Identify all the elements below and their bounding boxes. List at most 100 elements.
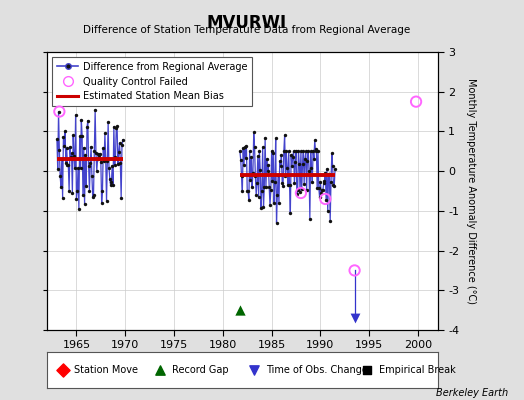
Point: [236, 148, 244, 154]
Point: [102, 156, 110, 162]
Point: [58, 156, 66, 162]
Point: [112, 125, 121, 131]
Point: [66, 144, 74, 150]
Text: Difference of Station Temperature Data from Regional Average: Difference of Station Temperature Data f…: [83, 25, 410, 35]
Point: [271, 179, 279, 186]
Point: [95, 154, 103, 160]
Point: [298, 161, 307, 167]
Point: [101, 130, 109, 136]
Point: [118, 142, 126, 148]
Point: [70, 153, 78, 159]
Point: [267, 148, 276, 154]
Point: [250, 367, 258, 373]
Point: [156, 367, 165, 373]
Point: [54, 108, 63, 115]
Point: [56, 173, 64, 180]
Point: [68, 150, 76, 156]
Point: [279, 182, 287, 189]
Point: [319, 187, 327, 194]
Point: [248, 184, 256, 190]
Point: [244, 188, 252, 194]
Point: [89, 192, 97, 198]
Point: [96, 159, 105, 165]
Point: [296, 189, 304, 195]
Point: [61, 128, 69, 135]
Point: [302, 148, 310, 154]
Point: [317, 190, 325, 196]
Point: [81, 152, 90, 158]
Point: [60, 143, 69, 149]
Point: [277, 152, 286, 158]
Point: [102, 198, 111, 204]
Point: [302, 187, 311, 194]
Point: [315, 194, 324, 200]
Point: [90, 148, 99, 154]
Point: [239, 145, 247, 152]
Point: [252, 192, 260, 198]
Point: [300, 180, 308, 187]
Point: [85, 188, 94, 194]
Point: [281, 173, 290, 180]
Point: [236, 157, 245, 163]
Point: [89, 193, 97, 200]
Point: [286, 182, 294, 188]
Point: [313, 185, 321, 191]
Point: [83, 124, 91, 130]
Point: [116, 160, 125, 167]
Point: [412, 98, 420, 105]
Point: [84, 118, 92, 124]
Point: [283, 182, 292, 188]
Point: [329, 182, 337, 188]
Point: [245, 148, 254, 154]
Point: [282, 148, 290, 154]
Point: [267, 187, 275, 194]
Point: [280, 132, 289, 138]
Point: [236, 307, 244, 313]
Point: [256, 167, 265, 174]
Point: [77, 165, 85, 172]
Point: [325, 170, 334, 177]
Point: [59, 367, 67, 373]
Legend: Difference from Regional Average, Quality Control Failed, Estimated Station Mean: Difference from Regional Average, Qualit…: [52, 57, 253, 106]
Point: [274, 172, 282, 178]
Point: [246, 177, 255, 183]
Point: [106, 176, 114, 182]
Point: [268, 178, 277, 185]
Point: [242, 155, 250, 161]
Point: [304, 148, 312, 154]
Point: [327, 179, 335, 185]
Point: [321, 196, 330, 202]
Point: [106, 182, 115, 188]
Point: [288, 163, 296, 169]
Point: [251, 172, 259, 179]
Text: Time of Obs. Change: Time of Obs. Change: [266, 365, 368, 375]
Point: [247, 154, 256, 160]
Point: [278, 180, 287, 186]
Point: [117, 195, 125, 201]
Point: [75, 133, 84, 140]
Point: [249, 169, 257, 176]
Point: [311, 137, 319, 144]
Point: [303, 158, 312, 164]
Point: [94, 151, 103, 157]
Point: [329, 163, 337, 169]
Point: [111, 162, 119, 169]
Point: [351, 315, 359, 321]
Point: [118, 136, 127, 143]
Point: [108, 162, 116, 169]
Text: MVURWI: MVURWI: [206, 14, 286, 32]
Point: [93, 156, 102, 162]
Point: [318, 187, 326, 193]
Point: [59, 134, 68, 140]
Point: [257, 204, 265, 211]
Point: [264, 168, 272, 174]
Text: Berkeley Earth: Berkeley Earth: [436, 388, 508, 398]
Point: [115, 140, 124, 146]
Point: [280, 148, 288, 154]
Point: [53, 136, 61, 142]
Point: [77, 116, 85, 123]
Point: [264, 162, 272, 168]
Point: [351, 267, 359, 274]
Point: [291, 159, 299, 166]
Point: [58, 194, 67, 201]
